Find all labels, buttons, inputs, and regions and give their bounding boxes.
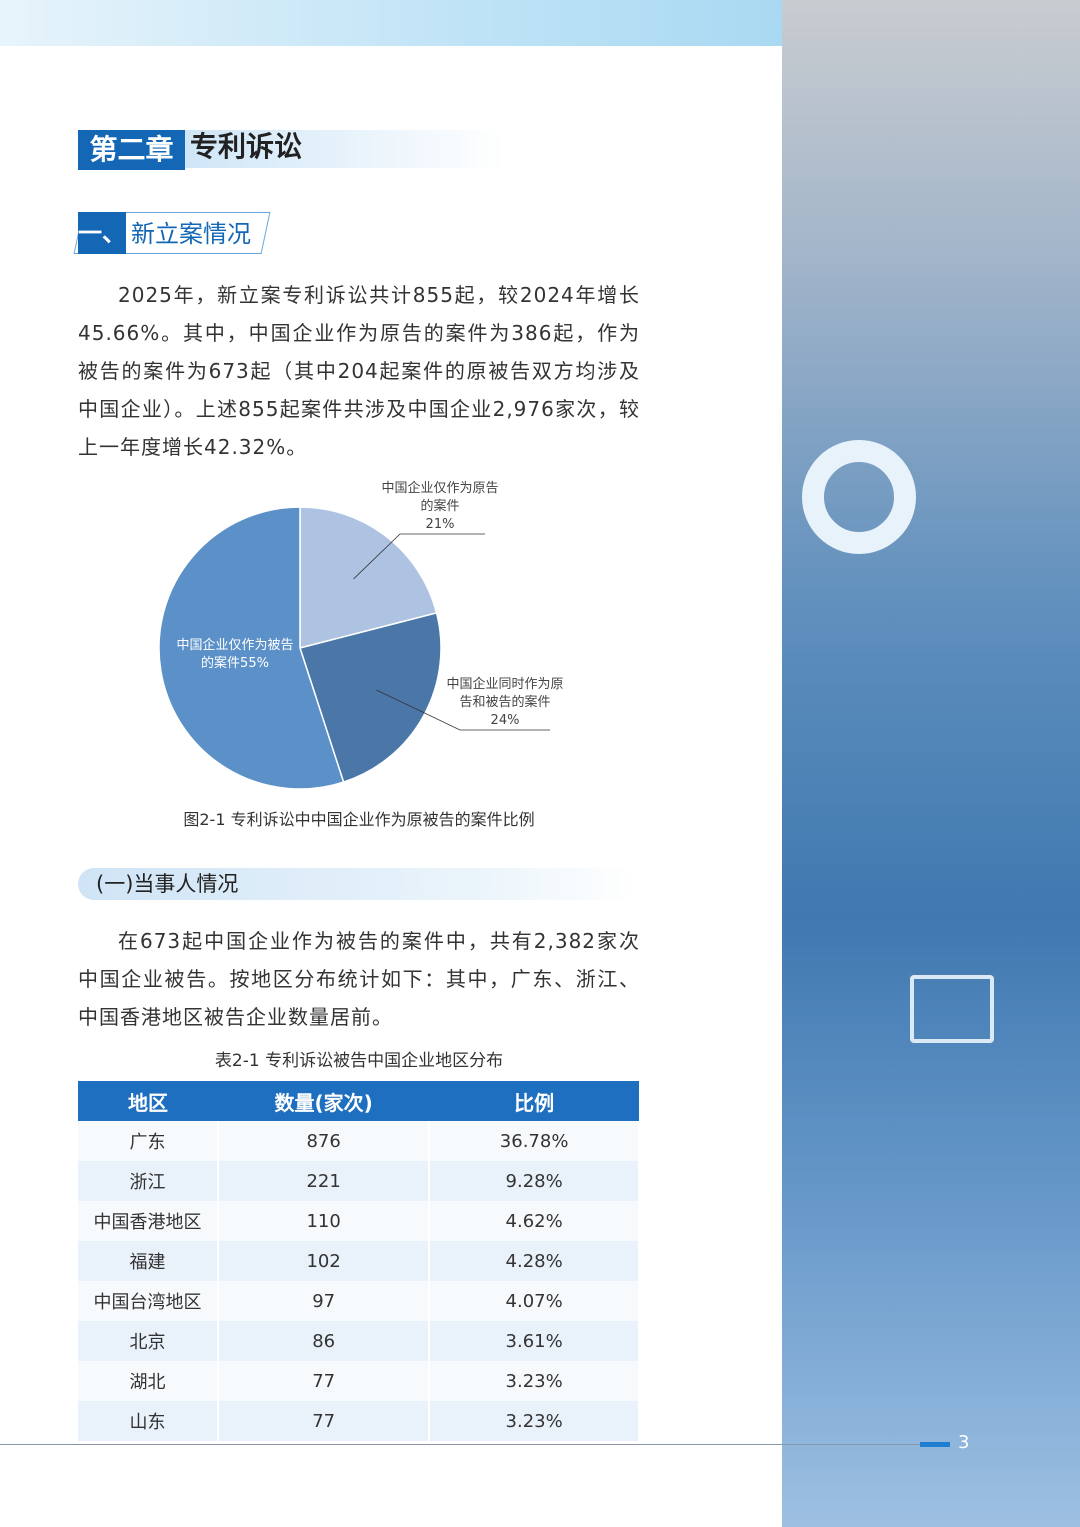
footer-line [0, 1444, 945, 1445]
chapter-title: 专利诉讼 [190, 130, 303, 163]
table-row: 湖北 77 3.23% [78, 1361, 640, 1401]
table-cell: 3.23% [429, 1361, 640, 1401]
chart-title: 图2-1 专利诉讼中中国企业作为原被告的案件比例 [183, 810, 535, 829]
table-cell: 97 [218, 1281, 431, 1321]
pie-slice [299, 506, 438, 649]
table-row: 山东 77 3.23% [78, 1401, 640, 1441]
table-cell: 4.28% [429, 1241, 640, 1281]
footer-bar [920, 1442, 950, 1447]
slice-value: 55% [240, 656, 269, 671]
subsection-bg [78, 868, 638, 900]
table-cell: 77 [218, 1401, 431, 1441]
table-cell: 山东 [78, 1401, 220, 1441]
page-number: 3 [958, 1432, 970, 1453]
table-row: 广东 876 36.78% [78, 1121, 640, 1161]
table-cell: 77 [218, 1361, 431, 1401]
table-cell: 876 [218, 1121, 431, 1161]
slice-value: 24% [490, 713, 520, 728]
chapter-number: 第二章 [78, 130, 185, 170]
slice-label: 中国企业仅作为被告的案件55% [175, 637, 295, 673]
header-cell: 比例 [429, 1081, 639, 1121]
table-row: 浙江 221 9.28% [78, 1161, 640, 1201]
table-cell: 湖北 [78, 1361, 220, 1401]
table-cell: 广东 [78, 1121, 220, 1161]
slice-value: 21% [425, 517, 455, 532]
leader-line [353, 533, 485, 580]
side-image [782, 0, 1080, 1527]
pie-chart [158, 506, 550, 790]
paragraph: 在673起中国企业作为被告的案件中，共有2,382家次中国企业被告。按地区分布统… [78, 929, 640, 1029]
table-row: 中国台湾地区 97 4.07% [78, 1281, 640, 1321]
table-cell: 36.78% [429, 1121, 640, 1161]
table-cell: 3.23% [429, 1401, 640, 1441]
header-cell: 数量(家次) [218, 1081, 430, 1121]
search-icon [802, 440, 916, 554]
slice-name: 中国企业仅作为原告的案件 [381, 481, 499, 514]
table-cell: 4.07% [429, 1281, 640, 1321]
table-cell: 福建 [78, 1241, 220, 1281]
subsection-title: (一)当事人情况 [96, 872, 239, 896]
monitor-icon [910, 975, 994, 1043]
header-row: 地区 数量(家次) 比例 [78, 1081, 639, 1121]
paragraph: 2025年，新立案专利诉讼共计855起，较2024年增长45.66%。其中，中国… [78, 283, 640, 459]
slice-name: 中国企业仅作为被告的案件 [176, 638, 294, 671]
slice-name: 中国企业同时作为原告和被告的案件 [446, 677, 564, 710]
table-cell: 110 [218, 1201, 431, 1241]
section-number: 一、 [78, 212, 126, 254]
pie-slice [299, 612, 442, 784]
table-row: 福建 102 4.28% [78, 1241, 640, 1281]
table-cell: 北京 [78, 1321, 220, 1361]
top-banner [0, 0, 782, 46]
header-cell: 地区 [78, 1081, 219, 1121]
table: 地区 数量(家次) 比例 广东 876 36.78% 浙江 221 9.28% 中国香港地区 110… [78, 1081, 640, 1441]
pie-slice [158, 506, 345, 790]
table-cell: 3.61% [429, 1321, 640, 1361]
chapter-bg [185, 130, 505, 168]
table-cell: 102 [218, 1241, 431, 1281]
table-cell: 中国香港地区 [78, 1201, 220, 1241]
table-row: 北京 86 3.61% [78, 1321, 640, 1361]
slice-label: 中国企业同时作为原告和被告的案件 24% [445, 676, 565, 730]
leader-line [376, 689, 550, 731]
table-cell: 9.28% [429, 1161, 640, 1201]
table-caption: 表2-1 专利诉讼被告中国企业地区分布 [214, 1051, 504, 1071]
table-cell: 221 [218, 1161, 431, 1201]
section-title: 新立案情况 [131, 220, 251, 248]
table-row: 中国香港地区 110 4.62% [78, 1201, 640, 1241]
table-cell: 中国台湾地区 [78, 1281, 220, 1321]
slice-label: 中国企业仅作为原告的案件 21% [380, 480, 500, 534]
table-cell: 4.62% [429, 1201, 640, 1241]
table-cell: 浙江 [78, 1161, 220, 1201]
table-cell: 86 [218, 1321, 431, 1361]
